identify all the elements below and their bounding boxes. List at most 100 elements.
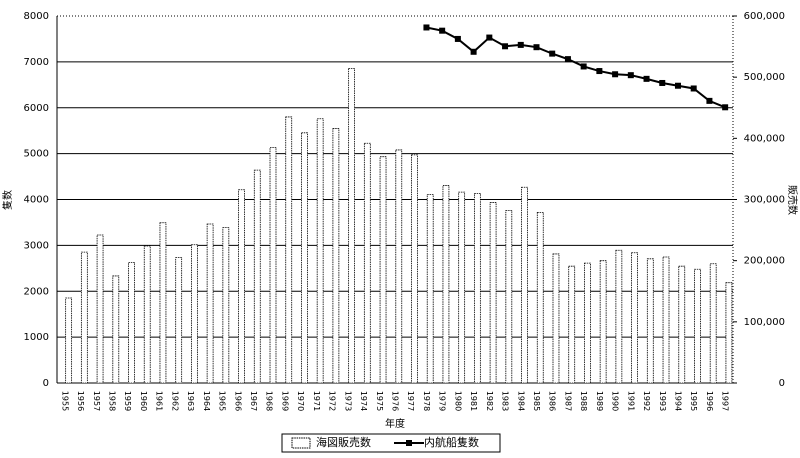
x-tick-label: 1984 [516, 391, 525, 411]
x-tick-label: 1957 [92, 391, 101, 411]
bar [631, 252, 638, 384]
line-marker [580, 63, 587, 70]
x-axis-title: 年度 [385, 417, 405, 430]
line [426, 26, 726, 109]
x-tick-label: 1997 [721, 391, 730, 411]
x-tick-label: 1965 [218, 391, 227, 411]
bar [222, 227, 230, 384]
x-tick-label: 1992 [642, 391, 651, 411]
x-tick-label: 1990 [611, 391, 620, 411]
bar [301, 132, 308, 384]
x-tick-label: 1962 [170, 391, 179, 411]
bar [568, 265, 576, 384]
line-marker [423, 24, 430, 31]
x-tick-label: 1955 [60, 391, 69, 411]
x-tick-label: 1964 [202, 391, 211, 411]
x-tick-label: 1996 [705, 391, 714, 411]
bar [348, 68, 355, 384]
line-marker [690, 85, 697, 92]
x-tick-label: 1994 [673, 391, 682, 411]
bar [80, 251, 88, 384]
bar [678, 265, 686, 384]
bar [521, 186, 528, 384]
y2-tick-label: 300,000 [744, 195, 785, 206]
y2-tick-label: 400,000 [744, 133, 785, 144]
y2-tick-label: 500,000 [744, 72, 785, 83]
y-tick-label: 3000 [24, 240, 49, 251]
x-tick-label: 1979 [438, 391, 447, 411]
y2-tick-label: 0 [779, 378, 785, 389]
bar [285, 116, 293, 384]
x-tick-label: 1988 [579, 391, 588, 411]
y-tick-label: 7000 [24, 57, 49, 68]
line-marker [439, 27, 446, 34]
bar [191, 244, 198, 384]
bar [159, 222, 167, 384]
bar [411, 154, 418, 384]
x-tick-label: 1967 [249, 391, 258, 411]
x-tick-label: 1987 [563, 391, 572, 411]
x-tick-label: 1989 [595, 391, 604, 411]
bar [473, 192, 481, 384]
bar [458, 191, 466, 384]
x-tick-label: 1995 [689, 391, 698, 411]
x-tick-label: 1993 [658, 391, 667, 411]
y-tick-label: 4000 [24, 195, 49, 206]
x-tick-label: 1970 [296, 391, 305, 411]
x-tick-label: 1966 [233, 391, 242, 411]
x-tick-label: 1982 [485, 391, 494, 411]
line-marker [674, 82, 681, 89]
x-tick-label: 1986 [548, 391, 557, 411]
line-marker [549, 50, 556, 57]
y2-tick-label: 200,000 [744, 256, 785, 267]
bar [615, 249, 623, 384]
legend-label: 海図販売数 [316, 435, 371, 449]
bar [269, 147, 277, 384]
bar [442, 185, 450, 384]
bar [363, 142, 371, 384]
x-tick-label: 1968 [265, 391, 274, 411]
y-tick-label: 1000 [24, 332, 49, 343]
line-marker [627, 72, 634, 79]
x-tick-label: 1971 [312, 391, 321, 411]
line-marker [502, 43, 509, 50]
x-tick-label: 1978 [422, 391, 431, 411]
y-axis-title: 隻数 [1, 190, 14, 210]
legend-marker [406, 440, 412, 446]
x-tick-label: 1972 [328, 391, 337, 411]
bar [694, 268, 701, 384]
line-marker [470, 48, 477, 55]
legend-swatch [291, 437, 311, 449]
y2-axis-title: 販売数 [786, 185, 799, 215]
bar [143, 245, 151, 384]
y-tick-label: 5000 [24, 149, 49, 160]
x-tick-label: 1981 [469, 391, 478, 411]
line-marker [643, 75, 650, 82]
x-tick-label: 1963 [186, 391, 195, 411]
bar [238, 189, 245, 384]
y-tick-label: 0 [43, 378, 49, 389]
line-marker [612, 71, 619, 78]
bar [662, 256, 670, 384]
x-tick-label: 1980 [453, 391, 462, 411]
bar [426, 194, 434, 384]
bar [253, 169, 261, 384]
x-tick-label: 1975 [375, 391, 384, 411]
bar [395, 149, 403, 384]
y2-tick-label: 600,000 [744, 11, 785, 22]
bar [96, 234, 104, 384]
bar [646, 258, 654, 384]
bar [536, 211, 544, 384]
bar [175, 257, 183, 384]
y-tick-label: 6000 [24, 103, 49, 114]
bar [206, 223, 214, 384]
x-tick-label: 1991 [626, 391, 635, 411]
y-tick-label: 8000 [24, 11, 49, 22]
bar [552, 253, 560, 384]
bar [379, 156, 387, 384]
bar [584, 262, 591, 384]
x-tick-label: 1977 [406, 391, 415, 411]
bar [65, 297, 73, 384]
line-marker [564, 56, 571, 63]
